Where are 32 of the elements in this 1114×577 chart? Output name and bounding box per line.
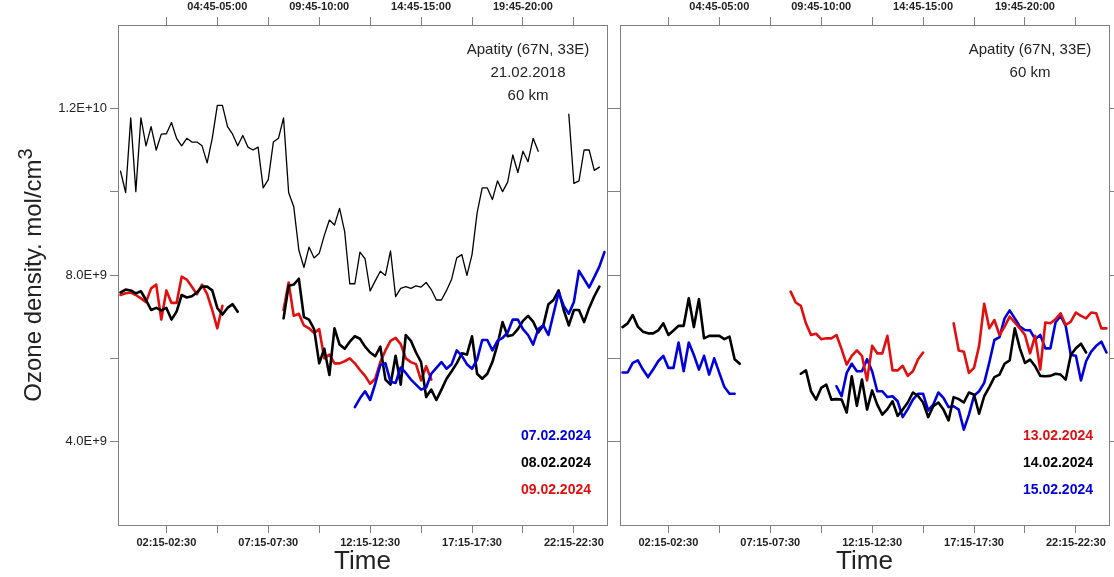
- x-tick-label: 04:45-05:00: [689, 0, 750, 13]
- text: 08.02.2024: [520, 453, 592, 470]
- annotation: 60 km: [507, 86, 549, 104]
- x-tick-label: 09:45-10:00: [289, 0, 350, 13]
- x-tick-label: 07:15-07:30: [238, 535, 299, 548]
- x-tick-label: 09:45-10:00: [791, 0, 852, 13]
- x-tick-label: 07:15-07:30: [740, 535, 801, 548]
- x-tick-label: 02:15-02:30: [638, 535, 699, 548]
- text: 07.02.2024: [520, 426, 592, 443]
- x-tick-label: 14:45-15:00: [391, 0, 452, 13]
- x-tick-label: 17:15-17:30: [944, 535, 1004, 548]
- y-tick-label: 4.0E+9: [65, 433, 107, 449]
- x-tick-label: 14:45-15:00: [893, 0, 954, 13]
- x-tick-label: 02:15-02:30: [136, 535, 197, 548]
- x-tick-label: 19:45-20:00: [994, 0, 1055, 13]
- x-tick-label: 22:15-22:30: [1045, 535, 1106, 548]
- text: 09.02.2024: [520, 480, 592, 497]
- text: 14.02.2024: [1022, 453, 1094, 470]
- x-tick-label: 04:45-05:00: [187, 0, 248, 13]
- annotation: Apatity (67N, 33E): [466, 40, 590, 58]
- x-tick-label: 22:15-22:30: [543, 535, 604, 548]
- annotation: 60 km: [1009, 63, 1051, 81]
- x-tick-label: 17:15-17:30: [442, 535, 502, 548]
- annotation: Apatity (67N, 33E): [968, 40, 1092, 58]
- annotation: 21.02.2018: [490, 63, 566, 81]
- x-tick-label: 12:15-12:30: [842, 535, 903, 548]
- y-tick-label: 1.2E+10: [58, 99, 107, 115]
- x-tick-label: 12:15-12:30: [340, 535, 401, 548]
- text: 15.02.2024: [1022, 480, 1094, 497]
- x-tick-label: 19:45-20:00: [492, 0, 553, 13]
- text: 13.02.2024: [1022, 426, 1094, 443]
- y-tick-label: 8.0E+9: [65, 266, 107, 282]
